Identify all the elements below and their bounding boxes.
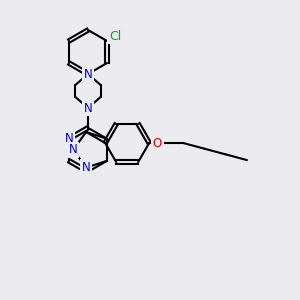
Text: Cl: Cl [109,29,121,43]
Text: O: O [153,136,162,149]
Text: N: N [69,143,78,156]
Text: N: N [84,68,92,80]
Text: N: N [82,161,91,174]
Text: N: N [64,132,73,145]
Text: N: N [84,101,92,115]
